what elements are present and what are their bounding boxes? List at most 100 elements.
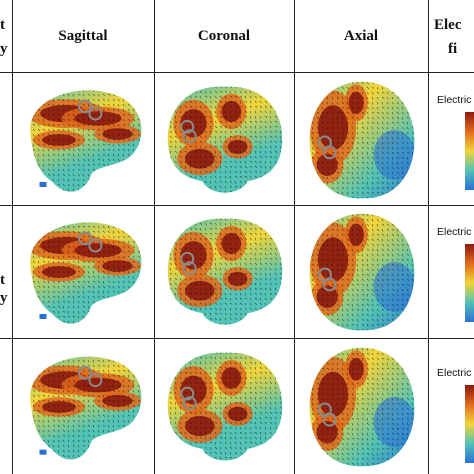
field-arrow [132,439,136,442]
field-arrow [307,234,309,236]
field-arrow [396,347,399,351]
field-arrow [77,222,81,223]
field-arrow [321,323,325,326]
field-arrow [102,379,105,383]
field-arrow [219,421,222,425]
field-arrow [47,245,51,249]
field-arrow [311,372,314,376]
field-arrow [43,326,44,328]
field-arrow [184,227,188,230]
field-arrow [169,267,172,271]
field-arrow [165,318,166,320]
field-arrow [32,444,35,448]
field-arrow [391,136,394,140]
field-arrow [259,120,263,123]
field-arrow [417,314,418,316]
field-arrow [230,328,232,330]
field-arrow [137,250,141,253]
field-arrow [396,91,399,95]
field-arrow [67,173,70,177]
field-arrow [175,462,176,464]
field-arrow [43,465,44,467]
field-arrow [169,441,172,445]
field-arrow [361,253,364,257]
field-arrow [219,297,223,300]
field-arrow [391,196,395,199]
field-arrow [137,123,140,127]
field-arrow [411,186,415,189]
field-arrow [127,225,130,229]
field-arrow [48,326,49,328]
field-arrow [165,171,167,173]
field-arrow [143,246,145,248]
field-arrow [68,84,70,86]
field-arrow [204,317,207,321]
field-arrow [143,169,144,171]
field-arrow [321,191,325,194]
field-arrow [406,101,410,104]
field-arrow [351,101,354,105]
field-arrow [326,121,329,125]
field-arrow [199,302,203,305]
field-arrow [132,394,135,398]
field-arrow [132,310,136,313]
field-arrow [102,230,106,233]
field-arrow [234,352,237,355]
field-arrow [307,112,309,114]
field-arrow [199,307,202,311]
field-arrow [356,91,359,95]
field-arrow [132,356,135,358]
field-arrow [32,168,36,171]
field-arrow [326,141,329,145]
field-arrow [137,384,141,388]
field-arrow [127,305,130,309]
field-arrow [205,196,207,198]
field-arrow [326,303,329,307]
field-arrow [37,359,40,363]
field-arrow [137,178,140,182]
field-arrow [174,312,177,316]
field-arrow [77,379,80,383]
field-arrow [411,243,415,246]
field-arrow [406,151,410,154]
field-arrow [194,115,198,118]
field-arrow [371,106,374,110]
field-arrow [52,384,55,388]
field-arrow [179,115,182,119]
brain-field [307,81,415,199]
field-arrow [57,275,60,279]
field-arrow [417,329,418,331]
field-arrow [179,446,183,449]
field-arrow [102,133,106,136]
field-arrow [336,357,339,361]
field-arrow [224,237,228,240]
field-arrow [376,243,379,247]
brain-field [30,222,145,328]
field-arrow [351,303,354,307]
field-arrow [406,308,409,312]
field-arrow [82,356,85,358]
field-arrow [417,309,419,311]
field-arrow [396,81,400,84]
field-arrow [249,307,253,311]
field-arrow [42,163,45,167]
field-arrow [219,150,222,154]
field-arrow [244,421,247,425]
field-arrow [366,156,370,159]
field-arrow [316,121,320,124]
field-arrow [411,357,414,361]
field-arrow [361,268,364,272]
field-arrow [170,328,171,330]
field-arrow [97,419,101,422]
field-arrow [235,328,237,330]
field-arrow [219,307,222,311]
field-arrow [87,364,91,367]
field-arrow [386,161,389,165]
field-arrow [92,369,95,373]
field-arrow [37,98,41,101]
field-arrow [259,292,263,295]
field-arrow [92,414,95,418]
field-arrow [285,357,287,359]
field-arrow [249,175,252,179]
field-arrow [62,143,65,147]
